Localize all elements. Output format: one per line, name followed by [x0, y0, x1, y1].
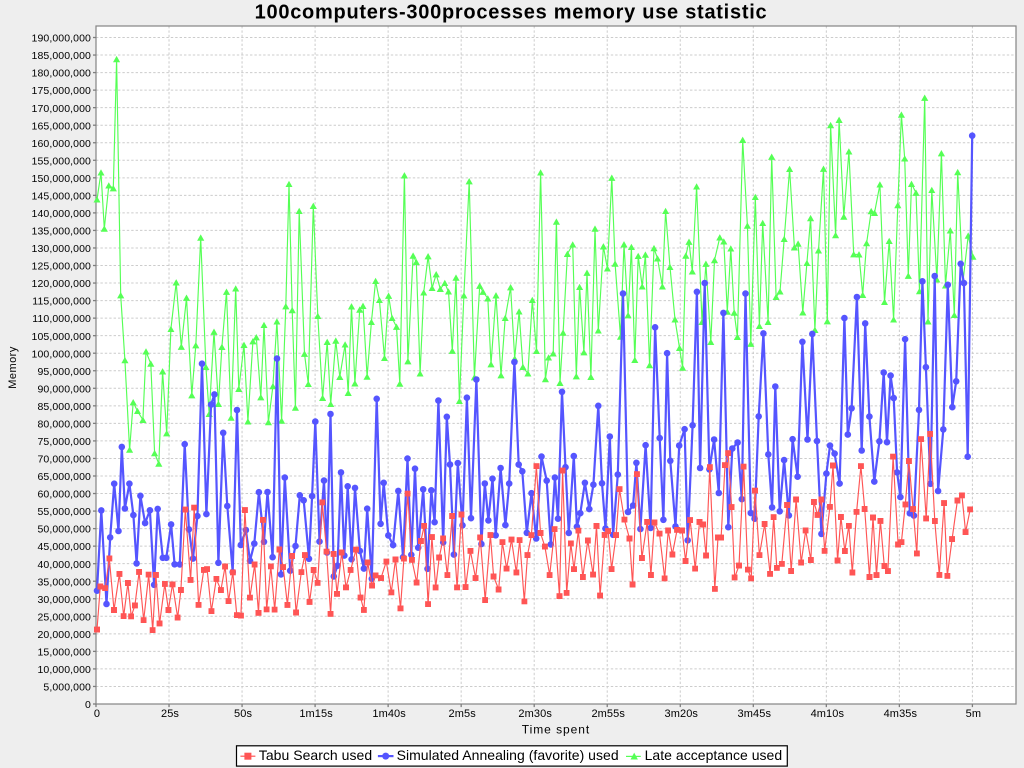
svg-text:80,000,000: 80,000,000: [37, 418, 91, 430]
svg-text:Memory: Memory: [7, 346, 19, 389]
svg-text:35,000,000: 35,000,000: [37, 576, 91, 588]
svg-text:3m20s: 3m20s: [665, 708, 699, 720]
svg-text:190,000,000: 190,000,000: [32, 33, 92, 45]
svg-text:1m40s: 1m40s: [372, 708, 406, 720]
svg-text:185,000,000: 185,000,000: [32, 50, 92, 62]
svg-text:150,000,000: 150,000,000: [32, 173, 92, 185]
svg-text:20,000,000: 20,000,000: [37, 629, 91, 641]
svg-text:120,000,000: 120,000,000: [32, 278, 92, 290]
svg-text:75,000,000: 75,000,000: [37, 436, 91, 448]
svg-text:165,000,000: 165,000,000: [32, 120, 92, 132]
svg-text:30,000,000: 30,000,000: [37, 594, 91, 606]
svg-text:25,000,000: 25,000,000: [37, 611, 91, 623]
svg-text:15,000,000: 15,000,000: [37, 646, 91, 658]
svg-text:0: 0: [85, 699, 91, 711]
svg-text:100computers-300processes memo: 100computers-300processes memory use sta…: [255, 2, 768, 24]
svg-text:1m15s: 1m15s: [299, 708, 333, 720]
svg-text:130,000,000: 130,000,000: [32, 243, 92, 255]
svg-text:Time spent: Time spent: [522, 722, 590, 736]
svg-text:2m55s: 2m55s: [591, 708, 625, 720]
svg-text:0: 0: [94, 708, 100, 720]
svg-text:70,000,000: 70,000,000: [37, 454, 91, 466]
svg-text:140,000,000: 140,000,000: [32, 208, 92, 220]
svg-text:100,000,000: 100,000,000: [32, 348, 92, 360]
svg-text:25s: 25s: [161, 708, 179, 720]
svg-text:125,000,000: 125,000,000: [32, 261, 92, 273]
svg-text:155,000,000: 155,000,000: [32, 155, 92, 167]
svg-text:55,000,000: 55,000,000: [37, 506, 91, 518]
svg-text:2m5s: 2m5s: [449, 708, 477, 720]
svg-text:40,000,000: 40,000,000: [37, 559, 91, 571]
svg-text:175,000,000: 175,000,000: [32, 85, 92, 97]
svg-text:Tabu Search used: Tabu Search used: [259, 747, 372, 763]
svg-text:115,000,000: 115,000,000: [32, 296, 91, 308]
svg-text:95,000,000: 95,000,000: [37, 366, 91, 378]
svg-text:170,000,000: 170,000,000: [32, 103, 92, 115]
svg-text:50s: 50s: [234, 708, 252, 720]
svg-text:4m35s: 4m35s: [884, 708, 918, 720]
svg-text:160,000,000: 160,000,000: [32, 138, 92, 150]
svg-text:110,000,000: 110,000,000: [32, 313, 91, 325]
svg-text:5,000,000: 5,000,000: [43, 682, 91, 694]
svg-text:Late acceptance used: Late acceptance used: [645, 747, 783, 763]
svg-text:65,000,000: 65,000,000: [37, 471, 91, 483]
svg-text:10,000,000: 10,000,000: [37, 664, 91, 676]
svg-text:180,000,000: 180,000,000: [32, 68, 92, 80]
svg-text:2m30s: 2m30s: [518, 708, 552, 720]
svg-text:135,000,000: 135,000,000: [32, 226, 92, 238]
svg-text:3m45s: 3m45s: [738, 708, 772, 720]
svg-text:60,000,000: 60,000,000: [37, 489, 91, 501]
svg-text:105,000,000: 105,000,000: [32, 331, 92, 343]
svg-text:5m: 5m: [966, 708, 981, 720]
svg-text:Simulated Annealing (favorite): Simulated Annealing (favorite) used: [397, 747, 619, 763]
svg-text:4m10s: 4m10s: [811, 708, 845, 720]
svg-text:45,000,000: 45,000,000: [37, 541, 91, 553]
svg-text:50,000,000: 50,000,000: [37, 524, 91, 536]
svg-text:85,000,000: 85,000,000: [37, 401, 91, 413]
svg-text:145,000,000: 145,000,000: [32, 190, 92, 202]
svg-text:90,000,000: 90,000,000: [37, 383, 91, 395]
